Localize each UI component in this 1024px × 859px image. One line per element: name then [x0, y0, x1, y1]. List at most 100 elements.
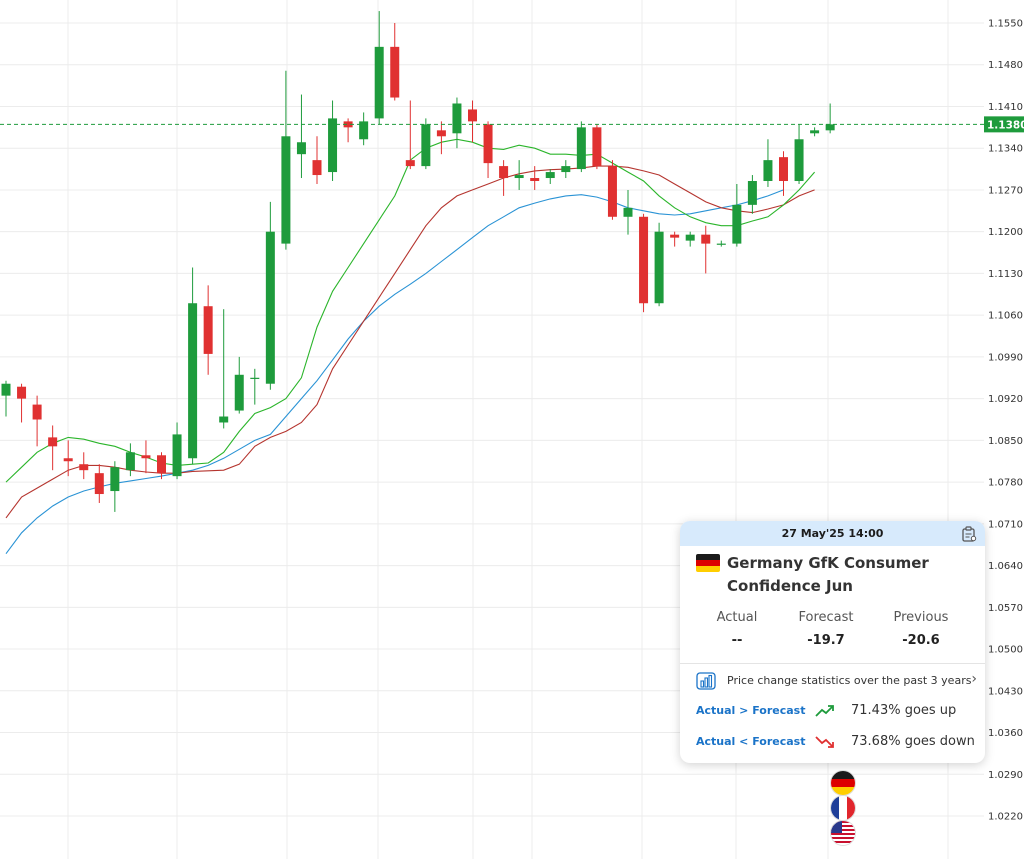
germany-flag-icon [696, 554, 720, 572]
candle-body [810, 130, 820, 134]
candle-bearish [468, 100, 477, 143]
candle-bearish [63, 440, 73, 477]
candle-body [1, 383, 11, 396]
candle-body [141, 455, 151, 459]
candle-bullish [654, 222, 664, 307]
candle-bullish [234, 356, 244, 414]
candle-bullish [561, 160, 571, 179]
candle-body [468, 109, 477, 122]
candle-body [110, 467, 120, 492]
candle-body [203, 306, 213, 354]
candle-body [296, 142, 306, 155]
candle-bearish [639, 213, 649, 313]
candle-body [747, 181, 757, 205]
candle-body [281, 136, 291, 244]
down-text: 73.68% goes down [851, 734, 975, 749]
candle-bearish [48, 425, 58, 471]
event-title: Germany GfK Consumer Confidence Jun [727, 554, 929, 595]
candle-bullish [125, 443, 135, 477]
candle-body [576, 127, 586, 170]
price-stats-link[interactable]: Price change statistics over the past 3 … [696, 671, 977, 691]
candle-bullish [1, 380, 11, 417]
y-tick-label: 1.0430 [988, 686, 1023, 697]
candle-bearish [157, 452, 166, 480]
candle-bullish [623, 189, 633, 235]
up-text: 71.43% goes up [851, 703, 957, 718]
economic-event-popup[interactable]: 27 May'25 14:00 Germany GfK Consumer Con… [680, 521, 985, 763]
moving-averages [5, 138, 816, 555]
candle-bearish [343, 118, 353, 143]
popup-header: 27 May'25 14:00 [680, 521, 985, 546]
candle-body [157, 455, 166, 474]
candle-bullish [514, 160, 524, 190]
candle-bullish [810, 127, 820, 137]
y-tick-label: 1.1060 [988, 311, 1023, 322]
event-datetime: 27 May'25 14:00 [781, 527, 884, 540]
candle-bearish [94, 464, 104, 503]
bar-chart-icon [696, 672, 716, 690]
candle-bearish [499, 160, 509, 196]
candle-body [561, 166, 571, 173]
candle-body [732, 204, 742, 244]
candle-body [607, 166, 617, 217]
candle-bearish [670, 231, 680, 247]
candle-body [390, 46, 400, 98]
candle-bearish [592, 124, 602, 170]
y-tick-label: 1.1480 [988, 60, 1023, 71]
candle-body [592, 127, 602, 167]
y-tick-label: 1.1340 [988, 144, 1023, 155]
candle-body [623, 207, 633, 217]
candle-body [452, 103, 462, 134]
candle-bullish [794, 124, 804, 184]
candle-body [436, 130, 446, 137]
moving-average-slow [5, 189, 784, 555]
current-price-badge [984, 116, 1024, 133]
candle-bullish [685, 231, 695, 247]
candle-body [545, 172, 555, 179]
forecast-value: -19.7 [807, 633, 845, 648]
candle-bullish [296, 94, 306, 179]
candle-body [219, 416, 229, 423]
candle-body [234, 374, 244, 411]
candle-body [685, 234, 695, 241]
y-tick-label: 1.0710 [988, 519, 1023, 530]
germany-flag-icon[interactable] [831, 771, 855, 795]
candle-body [763, 160, 773, 182]
current-price-label: 1.1380 [987, 119, 1024, 131]
candle-bearish [203, 285, 213, 375]
candle-body [172, 434, 182, 477]
candles [1, 11, 835, 512]
candle-body [312, 160, 322, 176]
candle-bullish [421, 118, 431, 170]
candle-body [17, 386, 27, 399]
candle-body [779, 157, 788, 182]
candle-bearish [779, 151, 788, 196]
previous-column: Previous -20.6 [871, 610, 971, 648]
actual-below-forecast-row: Actual < Forecast 73.68% goes down [696, 733, 977, 753]
candle-body [499, 166, 509, 179]
price-axis[interactable]: 1.1550 1.1480 1.1410 1.1340 1.1270 1.1200 1.11… [984, 19, 1024, 823]
candle-bullish [250, 368, 260, 405]
candle-bullish [452, 97, 462, 149]
candle-body [639, 216, 649, 304]
candle-body [405, 160, 415, 167]
france-flag-icon[interactable] [831, 796, 855, 820]
usa-flag-icon[interactable] [831, 821, 855, 845]
candle-body [79, 464, 89, 471]
candle-bearish [390, 23, 400, 101]
calendar-icon[interactable] [961, 526, 977, 542]
actual-column: Actual -- [687, 610, 787, 648]
candle-bullish [219, 309, 229, 429]
candle-body [188, 303, 198, 459]
candle-body [359, 121, 369, 140]
y-tick-label: 1.0640 [988, 561, 1023, 572]
y-tick-label: 1.0220 [988, 812, 1023, 823]
candle-body [670, 234, 680, 238]
y-tick-label: 1.1200 [988, 227, 1023, 238]
candle-bullish [281, 70, 291, 250]
y-tick-label: 1.0500 [988, 645, 1023, 656]
popup-divider [680, 663, 985, 664]
y-tick-label: 1.0570 [988, 603, 1023, 614]
candle-bullish [359, 112, 369, 146]
candle-bearish [32, 395, 42, 447]
